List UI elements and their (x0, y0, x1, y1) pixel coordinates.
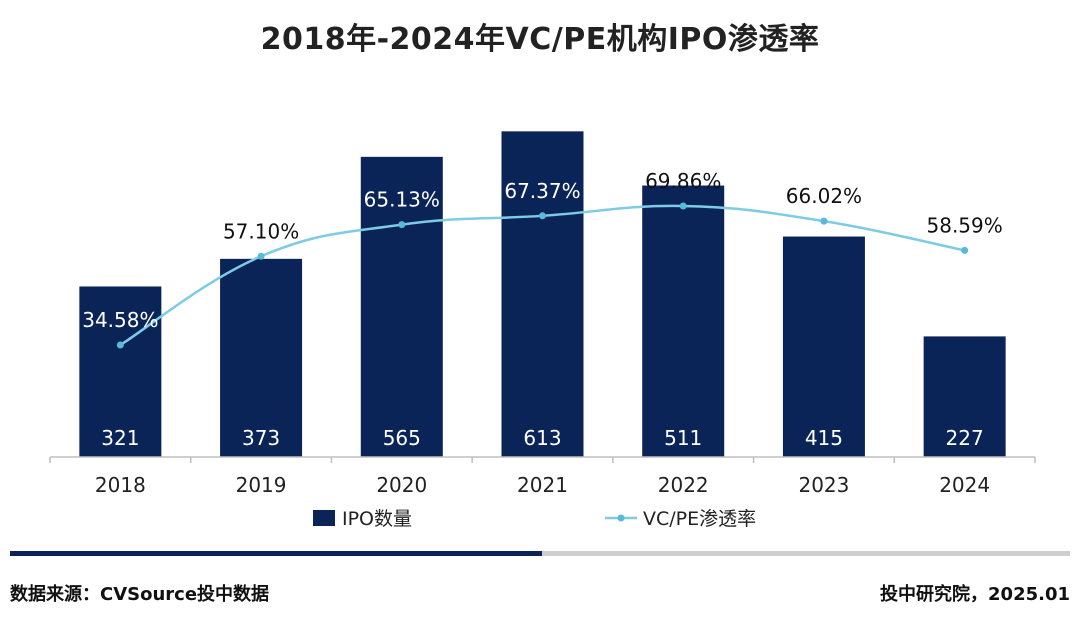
legend-line-marker (617, 514, 625, 522)
legend-line-label: VC/PE渗透率 (643, 508, 756, 530)
bar-2023 (782, 236, 865, 457)
bar-2021 (501, 131, 584, 457)
line-point (116, 341, 124, 349)
bar-2020 (360, 156, 443, 457)
line-value-label: 34.58% (82, 308, 158, 332)
data-source: 数据来源：CVSource投中数据 (10, 584, 270, 605)
bar-value-label: 613 (523, 426, 561, 450)
bar-2022 (642, 185, 725, 457)
bar-value-label: 415 (805, 426, 843, 450)
line-point (679, 202, 687, 210)
footer-divider-dark (10, 551, 542, 556)
line-point (398, 221, 406, 229)
bar-value-label: 321 (101, 426, 139, 450)
line-point (820, 217, 828, 225)
bar-value-label: 511 (664, 426, 702, 450)
chart-title: 2018年-2024年VC/PE机构IPO渗透率 (260, 22, 820, 57)
bar-2019 (220, 258, 303, 457)
legend-bar-swatch (313, 510, 335, 526)
bar-value-label: 565 (383, 426, 421, 450)
x-tick-label: 2020 (376, 473, 427, 497)
x-tick-label: 2019 (236, 473, 287, 497)
line-value-label: 66.02% (786, 184, 862, 208)
x-tick-label: 2021 (517, 473, 568, 497)
line-point (961, 246, 969, 254)
bar-2018 (79, 286, 162, 457)
line-value-label: 65.13% (364, 188, 440, 212)
line-value-label: 58.59% (927, 213, 1003, 237)
bar-value-label: 373 (242, 426, 280, 450)
line-value-label: 57.10% (223, 219, 299, 243)
publisher-credit: 投中研究院，2025.01 (880, 584, 1070, 605)
x-tick-label: 2024 (939, 473, 990, 497)
x-tick-label: 2022 (658, 473, 709, 497)
bar-value-label: 227 (946, 426, 984, 450)
legend-bar-label: IPO数量 (342, 508, 412, 530)
x-tick-label: 2018 (95, 473, 146, 497)
footer-divider-light (542, 551, 1070, 556)
line-point (257, 252, 265, 260)
combo-chart: 321 373 565 613 511 415 227 2018 2019 2020 2021 202… (49, 131, 1036, 530)
line-value-label: 69.86% (645, 169, 721, 193)
line-value-label: 67.37% (504, 179, 580, 203)
x-tick-label: 2023 (798, 473, 849, 497)
bar-2024 (923, 336, 1006, 457)
line-point (539, 212, 546, 220)
